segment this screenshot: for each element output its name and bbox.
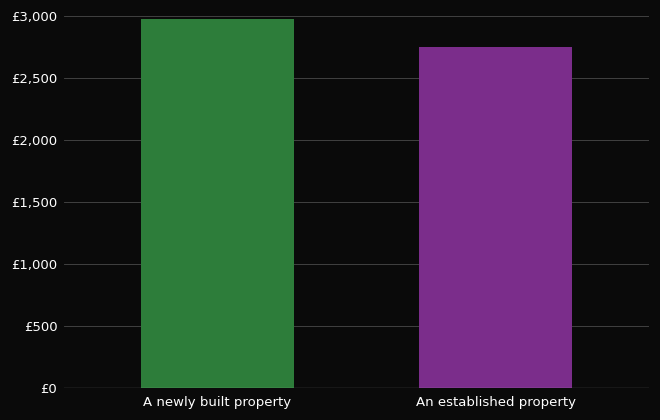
Bar xyxy=(141,19,294,388)
Bar xyxy=(419,47,572,388)
